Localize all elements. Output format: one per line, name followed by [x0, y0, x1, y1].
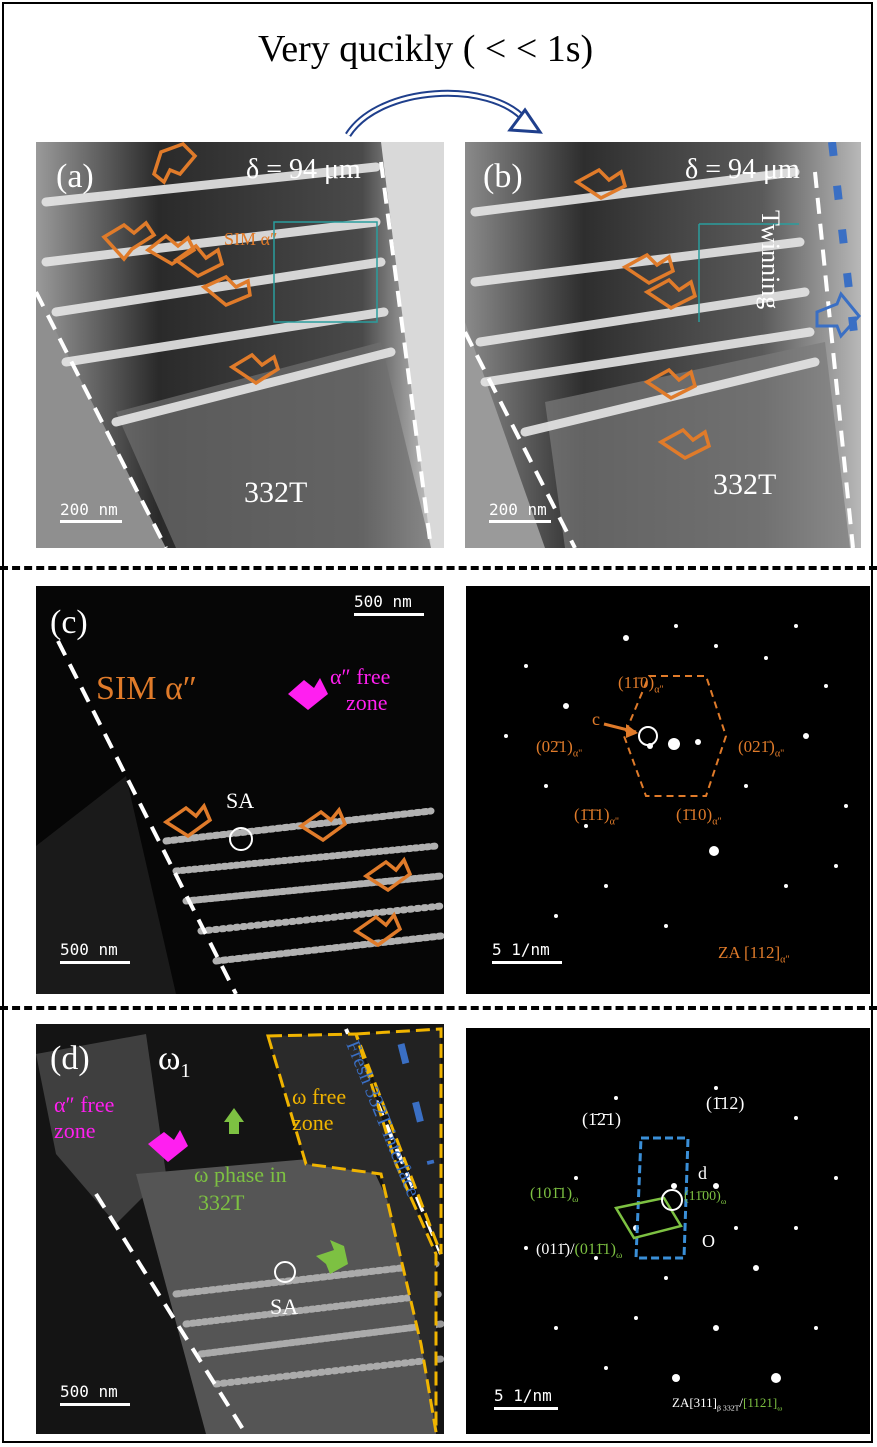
panel-d-dark-field-image: (d) ω1 α″ free zone ω free zone ω phase …	[36, 1024, 444, 1434]
panel-b-twinning: Twinning	[756, 210, 785, 310]
zone-axis-text: ZA [112]	[718, 943, 781, 962]
panel-c-diff-scale-text: 5 1/nm	[492, 940, 550, 959]
panel-c-diff-c-label: c	[592, 709, 600, 729]
spot-3-text: (021̄)	[738, 737, 775, 756]
panel-a-label: (a)	[56, 158, 94, 195]
spot-5-sub: α"	[712, 816, 722, 828]
spot-0111-sub: ω	[615, 1250, 623, 1262]
panel-b-label: (b)	[483, 158, 523, 195]
panel-b-phase-label: 332T	[713, 468, 777, 501]
panel-a-tem-image: (a) δ = 94 μm SIM α″ 332T 200 nm	[36, 142, 444, 548]
panel-c-label: (c)	[50, 604, 88, 641]
spot-3-sub: α"	[774, 748, 785, 760]
panel-c-diff-spot-5: (1̄10)α"	[676, 806, 722, 828]
spot-1011-sub: ω	[572, 1194, 579, 1206]
panel-d-diff-zone-axis: ZA[311]β 332T/[1121]ω	[672, 1396, 782, 1412]
panel-d-omega-phase-1: ω phase in	[194, 1162, 287, 1187]
panel-a-phase-label: 332T	[244, 476, 308, 509]
panel-c-diff-spot-2: (02̄1)α"	[536, 738, 582, 760]
panel-c-free-zone-2: zone	[346, 690, 388, 715]
panel-d-diff-spot-1011: (101̄1)ω	[530, 1186, 578, 1205]
panel-d-label: (d)	[50, 1040, 90, 1077]
panel-d-diff-scale-bar	[494, 1407, 558, 1410]
panel-d-diffraction-pattern: (1̄2̄1) (1̄12) d O (101̄1)ω (11̄00)ω (01…	[466, 1028, 870, 1434]
section-divider	[0, 1006, 877, 1010]
panel-c-scale-bottom-bar	[60, 961, 130, 964]
spot-1-text: (11̄0)	[618, 673, 655, 692]
panel-d-omega-phase-2: 332T	[198, 1190, 245, 1215]
zone-axis-white-sub: β 332T	[717, 1403, 740, 1413]
panel-d-diff-spot-121: (1̄2̄1)	[582, 1109, 621, 1129]
panel-d-diff-o-label: O	[702, 1231, 715, 1251]
zone-axis-green-sub: ω	[777, 1403, 783, 1413]
panel-a-sim-label: SIM α″	[224, 229, 278, 249]
panel-b-scale-text: 200 nm	[489, 500, 547, 519]
panel-c-scale-top-bar	[354, 613, 424, 616]
spot-1100-text: (11̄00)	[684, 1189, 721, 1204]
spot-1100-sub: ω	[720, 1196, 727, 1206]
spot-0111-green: (011̄1)	[574, 1241, 616, 1258]
panel-c-scale-top-text: 500 nm	[354, 592, 412, 611]
panel-c-diff-spot-1: (11̄0)α"	[618, 674, 664, 696]
panel-c-scale-bottom-text: 500 nm	[60, 940, 118, 959]
panel-d-free-zone-2: zone	[54, 1118, 96, 1143]
zone-axis-sub: α"	[780, 954, 790, 966]
panel-c-sim-label: SIM α″	[96, 670, 197, 707]
panel-a-delta: δ = 94 μm	[246, 154, 361, 185]
omega-sub: 1	[180, 1059, 191, 1082]
zone-axis-green: [1121]	[743, 1395, 778, 1410]
panel-d-diff-spot-1100: (11̄00)ω	[684, 1190, 726, 1206]
panel-d-sa-label: SA	[270, 1294, 299, 1319]
spot-2-sub: α"	[572, 748, 583, 760]
zone-axis-slash: /	[739, 1395, 744, 1410]
panel-c-diff-zone-axis: ZA [112]α"	[718, 944, 790, 966]
panel-b-scale-bar	[489, 520, 551, 523]
section-divider	[0, 566, 877, 570]
spot-4-text: (1̄1̄1)	[574, 805, 610, 824]
panel-a-scale-bar	[60, 520, 122, 523]
panel-c-sa-label: SA	[226, 788, 255, 813]
panel-d-omega-label: ω1	[158, 1042, 191, 1081]
arrow-icon	[101, 142, 281, 386]
panel-a-scale-text: 200 nm	[60, 500, 118, 519]
spot-1011-text: (101̄1)	[530, 1185, 573, 1202]
diffraction-spots	[504, 624, 848, 928]
omega-symbol: ω	[158, 1040, 181, 1077]
panel-c-diff-scale-bar	[492, 961, 562, 964]
panel-b-tem-image: (b) δ = 94 μm Twinning 332T 200 nm	[465, 142, 861, 548]
panel-d-omega-free-2: zone	[292, 1110, 334, 1135]
panel-c-dark-field-image: (c) SIM α″ α″ free zone SA 500 nm 500 nm	[36, 586, 444, 994]
panel-b-delta: δ = 94 μm	[685, 154, 800, 185]
spot-5-text: (1̄10)	[676, 805, 713, 824]
spot-4-sub: α"	[609, 816, 620, 828]
spot-2-text: (02̄1)	[536, 737, 573, 756]
panel-d-diff-spot-112: (1̄12)	[706, 1093, 745, 1113]
panel-d-scale-text: 500 nm	[60, 1382, 118, 1401]
panel-c-diff-spot-3: (021̄)α"	[738, 738, 784, 760]
panel-c-free-zone-1: α″ free	[330, 664, 391, 689]
panel-d-scale-bar	[60, 1403, 130, 1406]
spot-011-white: (011̄)/	[536, 1241, 575, 1258]
spot-1-sub: α"	[654, 684, 664, 696]
panel-d-omega-free-1: ω free	[292, 1084, 347, 1109]
panel-c-diff-spot-4: (1̄1̄1)α"	[574, 806, 619, 828]
figure-title: Very qucikly ( < < 1s)	[258, 28, 594, 70]
panel-d-free-zone-1: α″ free	[54, 1092, 115, 1117]
panel-d-diff-scale-text: 5 1/nm	[494, 1386, 552, 1405]
panel-d-diff-spot-011: (011̄)/(011̄1)ω	[536, 1242, 622, 1261]
transition-arrow-icon	[345, 89, 543, 138]
panel-d-diff-d-label: d	[698, 1163, 707, 1183]
panel-c-diffraction-pattern: c (11̄0)α" (02̄1)α" (021̄)α" (1̄1̄1)α" (…	[466, 586, 870, 994]
zone-axis-white: ZA[311]	[672, 1395, 718, 1410]
